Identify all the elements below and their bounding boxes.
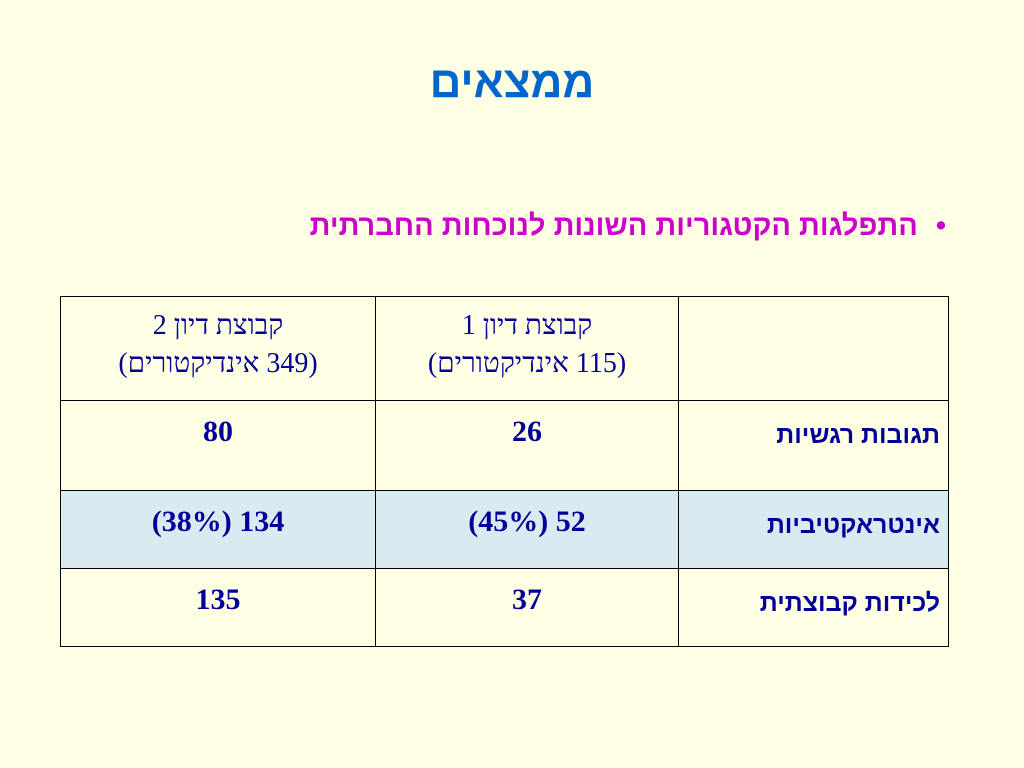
header-row: קבוצת דיון 1 (115 אינדיקטורים) קבוצת דיון … (60, 296, 949, 401)
data-row: אינטראקטיביות 52 (45%) 134 (38%) (60, 490, 949, 569)
cell-value: 135 (195, 583, 241, 616)
row-label-text: לכידות קבוצתית (759, 589, 940, 617)
cell-value: 26 (512, 415, 542, 448)
header-line: קבוצת דיון 1 (461, 310, 593, 341)
data-cell: 135 (60, 568, 376, 647)
bullet-dot: • (935, 210, 946, 242)
row-label: אינטראקטיביות (678, 490, 949, 569)
data-cell: 80 (60, 400, 376, 491)
data-row: לכידות קבוצתית 37 135 (60, 568, 949, 647)
cell-value: 134 (38%) (151, 505, 285, 538)
cell-value: 80 (203, 415, 233, 448)
data-cell: 37 (375, 568, 679, 647)
row-label: לכידות קבוצתית (678, 568, 949, 647)
header-cell: קבוצת דיון 2 (349 אינדיקטורים) (60, 296, 376, 401)
results-table: קבוצת דיון 1 (115 אינדיקטורים) קבוצת דיון … (60, 296, 949, 647)
header-cell (678, 296, 949, 401)
cell-value: 52 (45%) (468, 505, 586, 538)
row-label-text: אינטראקטיביות (766, 511, 940, 539)
data-cell: 26 (375, 400, 679, 491)
bullet: • התפלגות הקטגוריות השונות לנוכחות החברתי… (310, 210, 946, 243)
header-line: קבוצת דיון 2 (152, 310, 284, 341)
data-cell: 52 (45%) (375, 490, 679, 569)
table-body: קבוצת דיון 1 (115 אינדיקטורים) קבוצת דיון … (60, 296, 949, 647)
slide-title: ממצאים (429, 58, 595, 107)
header-line: (349 אינדיקטורים) (118, 348, 318, 379)
cell-value: 37 (512, 583, 542, 616)
header-cell: קבוצת דיון 1 (115 אינדיקטורים) (375, 296, 679, 401)
row-label-text: תגובות רגשיות (776, 421, 940, 449)
data-cell: 134 (38%) (60, 490, 376, 569)
data-row: תגובות רגשיות 26 80 (60, 400, 949, 491)
bullet-text: התפלגות הקטגוריות השונות לנוכחות החברתית (309, 210, 918, 242)
header-line: (115 אינדיקטורים) (427, 348, 627, 379)
row-label: תגובות רגשיות (678, 400, 949, 491)
